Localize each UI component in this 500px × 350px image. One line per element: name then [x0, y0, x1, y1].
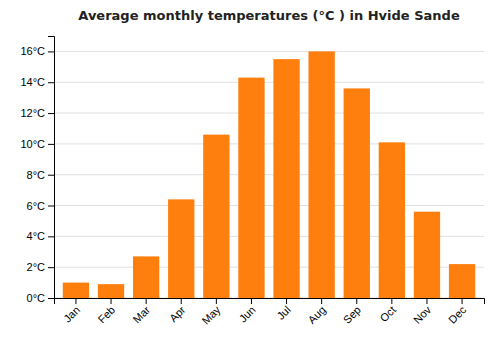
bar [168, 199, 194, 298]
bars [63, 51, 475, 298]
x-tick-mark [181, 298, 182, 304]
y-tick-mark [48, 175, 54, 176]
y-tick-mark [48, 113, 54, 114]
y-tick-mark [48, 51, 54, 52]
x-tick: Jul [274, 298, 292, 322]
x-tick-label: Apr [167, 303, 188, 324]
bar [98, 284, 124, 298]
x-tick-label: Feb [95, 304, 117, 326]
bar [414, 212, 440, 298]
x-tick-label: Sep [341, 304, 363, 326]
bar [344, 88, 370, 298]
y-axis: 0°C 2°C 4°C 6°C 8°C 10°C 12°C 14°C 16°C [20, 37, 54, 305]
grid-line [54, 82, 484, 83]
x-tick: Jun [237, 298, 258, 325]
x-tick-label: Mar [130, 303, 152, 325]
y-axis-line [48, 37, 55, 299]
y-tick-mark [48, 206, 54, 207]
x-tick-mark [321, 298, 322, 304]
y-tick-label: 2°C [27, 261, 46, 273]
x-tick: Oct [377, 298, 398, 324]
title: Average monthly temperatures (°C ) in Hv… [78, 8, 460, 23]
chart-container: Average monthly temperatures (°C ) in Hv… [0, 0, 500, 350]
bar [133, 256, 159, 298]
y-tick-label: 16°C [20, 45, 45, 57]
y-tick-label: 14°C [20, 76, 45, 88]
y-tick-label: 10°C [20, 138, 45, 150]
x-tick-mark [251, 298, 252, 304]
y-tick-mark [48, 267, 54, 268]
grid-line [54, 143, 484, 144]
y-tick-label: 12°C [20, 107, 45, 119]
chart-svg: Average monthly temperatures (°C ) in Hv… [0, 0, 500, 350]
x-tick-mark [146, 298, 147, 304]
grid-line [54, 51, 484, 52]
y-tick: 8°C [27, 169, 54, 181]
y-tick-label: 8°C [27, 169, 46, 181]
x-tick-mark [356, 298, 357, 304]
x-tick-mark [216, 298, 217, 304]
y-tick: 10°C [20, 138, 54, 150]
x-tick-label: Jul [274, 304, 292, 322]
y-tick: 0°C [27, 292, 54, 304]
x-tick: May [199, 298, 223, 327]
grid-line [54, 205, 484, 206]
x-tick-label: Dec [446, 303, 469, 326]
grid-line [54, 113, 484, 114]
bar [379, 142, 405, 298]
x-tick-mark [462, 298, 463, 304]
x-tick: Feb [95, 298, 117, 325]
x-tick-mark [75, 298, 76, 304]
y-tick-label: 6°C [27, 200, 46, 212]
bar [203, 135, 229, 298]
bar [308, 51, 334, 298]
y-tick: 4°C [27, 230, 54, 242]
bar [273, 59, 299, 298]
x-tick-label: May [199, 303, 223, 327]
x-tick: Aug [306, 298, 328, 326]
y-tick: 6°C [27, 200, 54, 212]
x-tick-label: Jun [237, 304, 258, 325]
grid [54, 51, 484, 298]
x-tick-label: Nov [411, 303, 434, 326]
x-axis-line [55, 299, 485, 305]
x-tick-mark [426, 298, 427, 304]
x-tick-label: Jan [61, 304, 82, 325]
x-tick: Nov [411, 298, 434, 326]
y-tick: 12°C [20, 107, 54, 119]
grid-line [54, 174, 484, 175]
x-tick-mark [111, 298, 112, 304]
x-tick-label: Oct [377, 304, 398, 325]
y-tick-label: 4°C [27, 230, 46, 242]
y-tick-mark [48, 82, 54, 83]
x-tick: Sep [341, 298, 363, 326]
bar [63, 283, 89, 298]
y-tick-mark [48, 236, 54, 237]
bar [449, 264, 475, 298]
y-tick: 16°C [20, 45, 54, 57]
x-tick: Mar [130, 298, 152, 325]
y-tick-mark [48, 298, 54, 299]
bar [238, 78, 264, 298]
y-tick: 2°C [27, 261, 54, 273]
y-tick-mark [48, 144, 54, 145]
x-tick: Dec [446, 298, 469, 326]
x-tick-label: Aug [306, 304, 328, 326]
x-tick-mark [286, 298, 287, 304]
y-tick: 14°C [20, 76, 54, 88]
plot: Jan Feb Mar Apr May Jun Jul Aug Sep Oct Nov Dec 0°C 2… [20, 37, 484, 327]
x-axis: Jan Feb Mar Apr May Jun Jul Aug Sep Oct Nov Dec [55, 298, 485, 327]
x-tick: Jan [61, 298, 82, 325]
x-tick: Apr [167, 298, 188, 324]
x-tick-mark [391, 298, 392, 304]
y-tick-label: 0°C [27, 292, 46, 304]
